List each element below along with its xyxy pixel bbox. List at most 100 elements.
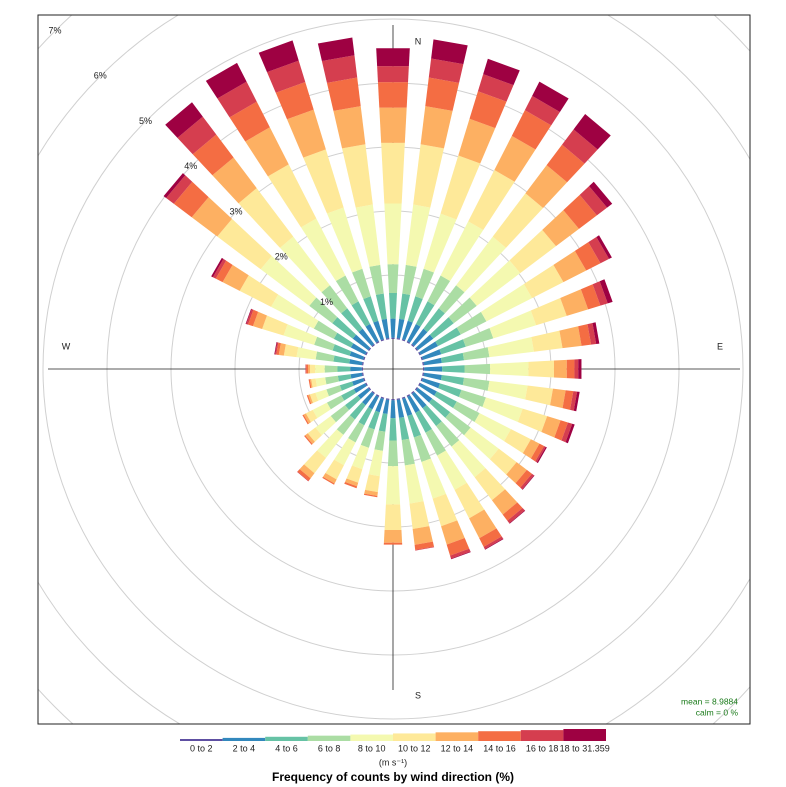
direction-label: W: [62, 341, 71, 351]
bar-segment: [479, 528, 502, 547]
bar-segment: [177, 116, 217, 155]
radial-tick-label: 3%: [230, 206, 243, 216]
bar-segment: [419, 383, 437, 396]
bar-segment: [509, 510, 526, 524]
bar-segment: [561, 422, 573, 443]
bar-segment: [260, 256, 317, 306]
bar-segment: [321, 285, 348, 314]
legend-swatch: [520, 730, 564, 741]
bar-segment: [384, 504, 402, 530]
bar-segment: [345, 395, 361, 410]
bar-segment: [365, 324, 379, 343]
bar-segment: [352, 334, 371, 351]
bar-segment: [301, 218, 346, 282]
bar-segment: [368, 449, 383, 477]
bar-segment: [314, 336, 335, 351]
bar-segment: [565, 423, 575, 444]
bar-segment: [422, 367, 425, 371]
bar-segment: [306, 364, 309, 374]
bar-segment: [396, 318, 405, 339]
bar-segment: [553, 359, 567, 379]
bar-segment: [423, 357, 442, 366]
bar-segment: [407, 324, 421, 343]
bar-segment: [304, 450, 327, 474]
bar-segment: [385, 337, 390, 340]
bar-segment: [588, 236, 610, 264]
bar-segment: [462, 347, 490, 361]
grid-circle: [42, 18, 744, 720]
bar-segment: [420, 377, 423, 382]
bar-segment: [296, 347, 317, 360]
bar-segment: [365, 351, 368, 356]
bar-segment: [406, 341, 411, 344]
bar-segment: [480, 283, 533, 322]
bar-segment: [404, 463, 424, 504]
bar-segment: [165, 102, 203, 138]
bar-segment: [437, 450, 467, 490]
bar-segment: [305, 433, 315, 445]
bar-segment: [211, 257, 224, 278]
bar-segment: [361, 367, 364, 371]
bar-segment: [229, 101, 270, 142]
bar-segment: [369, 264, 384, 295]
bar-segment: [517, 408, 548, 432]
bar-segment: [377, 66, 409, 83]
bar-segment: [274, 342, 278, 355]
bar-segment: [515, 469, 532, 488]
bar-segment: [422, 372, 425, 377]
bar-segment: [411, 328, 428, 347]
bar-segment: [523, 264, 564, 299]
legend-label: 16 to 18: [526, 743, 559, 753]
bar-segment: [385, 466, 401, 505]
bar-segment: [525, 165, 568, 209]
bar-segment: [248, 309, 259, 327]
bar-segment: [344, 482, 358, 489]
bar-segment: [325, 459, 344, 480]
bar-segment: [349, 359, 363, 366]
bar-segment: [342, 144, 373, 208]
bar-segment: [553, 250, 587, 283]
bar-segment: [382, 399, 390, 415]
bar-segment: [352, 378, 365, 386]
bar-segment: [346, 465, 363, 483]
bar-segment: [469, 509, 497, 539]
radial-tick-label: 6%: [94, 71, 107, 81]
bar-segment: [363, 377, 366, 382]
bar-segment: [530, 443, 545, 462]
bar-segment: [258, 40, 299, 73]
mean-annotation: mean = 8.9884: [681, 696, 738, 706]
bar-segment: [315, 364, 325, 374]
bar-segment: [468, 170, 515, 231]
bar-segment: [425, 77, 460, 111]
bar-segment: [599, 279, 613, 304]
legend-swatch: [222, 737, 266, 741]
bar-segment: [580, 284, 601, 310]
bar-segment: [371, 390, 375, 394]
bar-segment: [280, 236, 330, 293]
bar-segment: [402, 397, 413, 417]
legend-label: 4 to 6: [275, 743, 298, 753]
bar-segment: [287, 109, 326, 158]
bar-segment: [414, 387, 418, 391]
bar-segment: [407, 296, 423, 323]
bar-segment: [482, 397, 523, 422]
bar-segment: [446, 538, 470, 556]
bar-segment: [302, 414, 309, 425]
bar-segment: [353, 383, 367, 394]
bar-segment: [375, 394, 380, 397]
bar-segment: [274, 342, 279, 355]
bar-segment: [309, 392, 319, 403]
bar-segment: [411, 390, 415, 394]
bar-segment: [440, 352, 465, 363]
bar-segment: [271, 294, 319, 329]
bar-segment: [560, 289, 589, 316]
bar-segment: [355, 204, 381, 267]
bar-segment: [554, 420, 568, 441]
bar-segment: [414, 347, 418, 351]
bar-segment: [411, 344, 415, 348]
bar-segment: [592, 322, 600, 345]
bar-segment: [530, 298, 567, 326]
bar-segment: [442, 365, 465, 373]
bar-segment: [396, 337, 401, 340]
